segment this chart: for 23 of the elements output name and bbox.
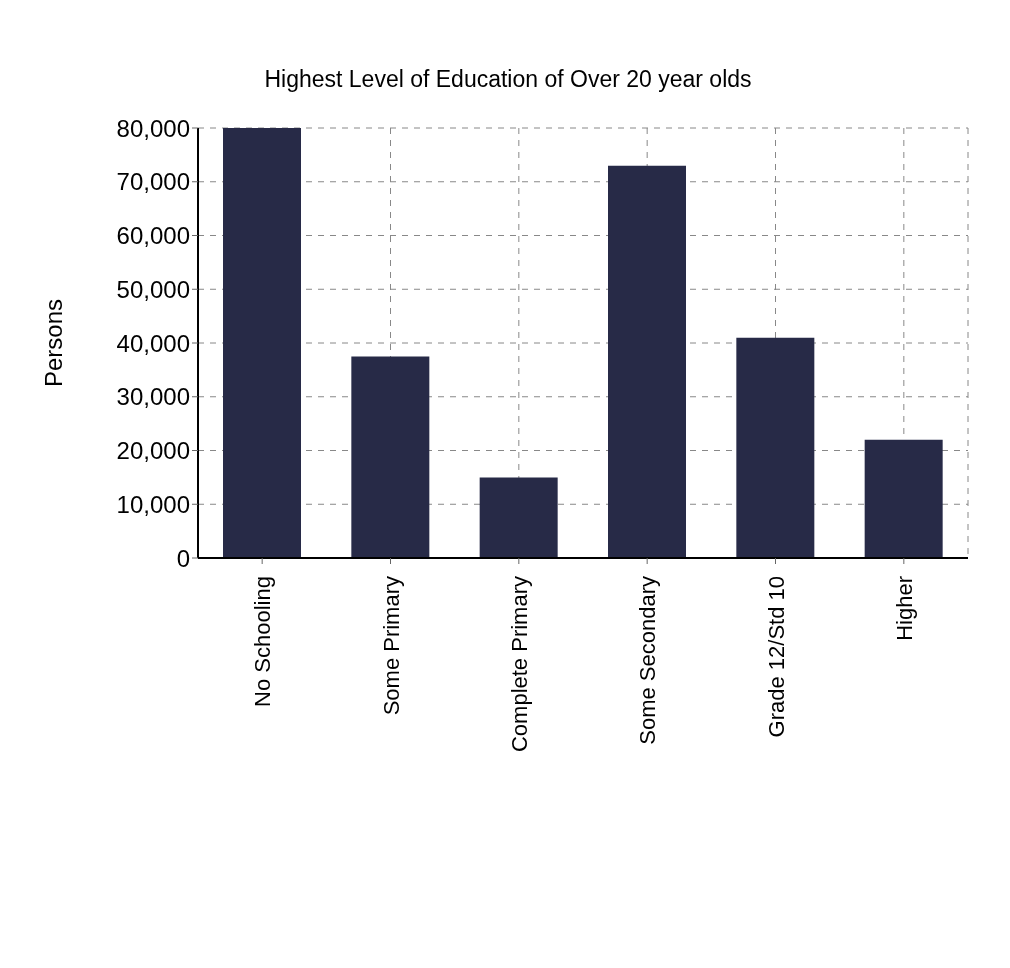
x-tick-label: Higher [891, 576, 917, 641]
y-tick-label: 0 [176, 544, 190, 572]
bar [736, 337, 815, 558]
y-axis-title: Persons [39, 298, 67, 388]
y-tick-label: 60,000 [116, 222, 190, 250]
x-tick-label: Some Primary [378, 576, 404, 716]
y-tick-label: 40,000 [116, 329, 190, 357]
bar [351, 356, 430, 558]
chart-title: Highest Level of Education of Over 20 year olds [263, 66, 753, 93]
x-tick-label: Some Secondary [635, 576, 661, 745]
x-tick-label: Grade 12/Std 10 [763, 576, 789, 738]
bar [608, 165, 686, 558]
y-tick-label: 20,000 [116, 437, 190, 465]
bar [864, 439, 943, 558]
y-tick-label: 50,000 [116, 275, 190, 303]
y-tick-label: 70,000 [116, 168, 190, 196]
y-tick-label: 80,000 [116, 114, 190, 142]
bar [479, 477, 558, 558]
y-tick-label: 30,000 [116, 383, 190, 411]
bar [223, 128, 301, 558]
x-tick-label: No Schooling [250, 576, 276, 707]
x-tick-label: Complete Primary [506, 576, 532, 753]
y-tick-label: 10,000 [116, 490, 190, 518]
